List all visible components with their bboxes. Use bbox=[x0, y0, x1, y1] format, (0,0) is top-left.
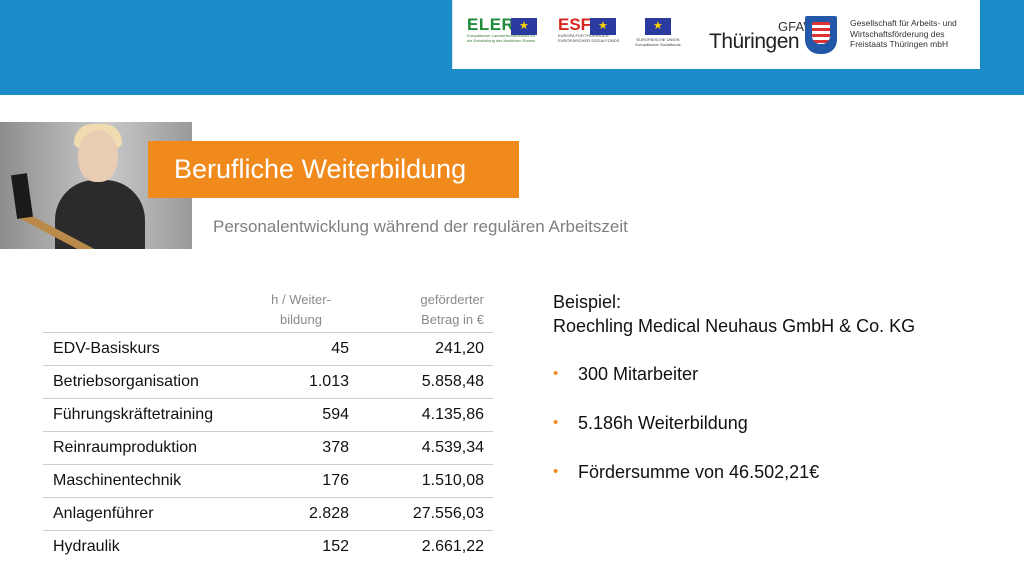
cell-hours: 1.013 bbox=[308, 373, 349, 390]
example-company: Roechling Medical Neuhaus GmbH & Co. KG bbox=[553, 316, 916, 336]
eu-flag-icon bbox=[590, 18, 616, 35]
esf-logo: ESF EUROPA FÜR THÜRINGEN · EUROPÄISCHER … bbox=[558, 16, 640, 43]
bullet-text: 5.186h Weiterbildung bbox=[578, 413, 748, 433]
eu-logo: EUROPÄISCHE UNION Europäischer Sozialfon… bbox=[628, 16, 688, 47]
cell-amount: 2.661,22 bbox=[421, 538, 484, 555]
cell-course: Maschinentechnik bbox=[53, 472, 182, 489]
table-header: h / Weiter- bildung geförderter Betrag i… bbox=[43, 290, 493, 332]
example-panel: Beispiel: Roechling Medical Neuhaus GmbH… bbox=[553, 290, 1003, 484]
cell-course: Hydraulik bbox=[53, 538, 120, 555]
gfaw-description-line: Freistaats Thüringen mbH bbox=[850, 39, 949, 49]
cell-hours: 594 bbox=[322, 406, 349, 423]
example-label: Beispiel: bbox=[553, 292, 622, 312]
table-row: Reinraumproduktion 378 4.539,34 bbox=[43, 431, 493, 464]
table-row: Maschinentechnik 176 1.510,08 bbox=[43, 464, 493, 497]
cell-course: Reinraumproduktion bbox=[53, 439, 198, 456]
bullet-dot-icon: • bbox=[553, 414, 559, 431]
cell-hours: 2.828 bbox=[308, 505, 349, 522]
cell-hours: 378 bbox=[322, 439, 349, 456]
cell-hours: 152 bbox=[322, 538, 349, 555]
cell-course: Betriebsorganisation bbox=[53, 373, 199, 390]
esf-logo-text: ESF bbox=[558, 15, 592, 34]
thueringen-logo-text: Thüringen bbox=[709, 30, 800, 53]
cell-amount: 27.556,03 bbox=[412, 505, 484, 522]
bullet-item: • 5.186h Weiterbildung bbox=[553, 411, 1003, 435]
gfaw-description-line: Gesellschaft für Arbeits- und bbox=[850, 18, 957, 28]
cell-amount: 4.135,86 bbox=[421, 406, 484, 423]
eler-logo-subtext: Europäischer Landwirtschaftsfonds für di… bbox=[467, 33, 536, 43]
cell-amount: 1.510,08 bbox=[421, 472, 484, 489]
column-header-amount: geförderter Betrag in € bbox=[378, 290, 484, 330]
cell-course: Anlagenführer bbox=[53, 505, 154, 522]
table-row: Hydraulik 152 2.661,22 bbox=[43, 530, 493, 563]
title-banner: Berufliche Weiterbildung bbox=[148, 141, 519, 198]
table-row: Führungskräftetraining 594 4.135,86 bbox=[43, 398, 493, 431]
cell-course: EDV-Basiskurs bbox=[53, 340, 160, 357]
cell-hours: 45 bbox=[331, 340, 349, 357]
eler-logo: ELER Europäischer Landwirtschaftsfonds f… bbox=[467, 16, 541, 43]
page-title: Berufliche Weiterbildung bbox=[174, 154, 467, 184]
esf-logo-subtext: EUROPA FÜR THÜRINGEN · EUROPÄISCHER SOZI… bbox=[558, 33, 620, 43]
gfaw-description: Gesellschaft für Arbeits- und Wirtschaft… bbox=[850, 18, 957, 50]
bullet-dot-icon: • bbox=[553, 365, 559, 382]
bullet-item: • 300 Mitarbeiter bbox=[553, 362, 1003, 386]
column-header-line: bildung bbox=[280, 312, 322, 327]
bullet-text: Fördersumme von 46.502,21€ bbox=[578, 462, 820, 482]
photo-head bbox=[78, 130, 118, 182]
table-row: Anlagenführer 2.828 27.556,03 bbox=[43, 497, 493, 530]
cell-course: Führungskräftetraining bbox=[53, 406, 214, 423]
cell-amount: 241,20 bbox=[435, 340, 484, 357]
sponsor-logo-strip: ELER Europäischer Landwirtschaftsfonds f… bbox=[452, 0, 980, 69]
table-row: Betriebsorganisation 1.013 5.858,48 bbox=[43, 365, 493, 398]
thuringia-crest-icon bbox=[805, 16, 837, 54]
bullet-dot-icon: • bbox=[553, 463, 559, 480]
header-bar: ELER Europäischer Landwirtschaftsfonds f… bbox=[0, 0, 1024, 95]
table-row: EDV-Basiskurs 45 241,20 bbox=[43, 332, 493, 365]
eler-logo-text: ELER bbox=[467, 15, 515, 34]
cell-hours: 176 bbox=[322, 472, 349, 489]
bullet-text: 300 Mitarbeiter bbox=[578, 364, 699, 384]
cell-amount: 4.539,34 bbox=[421, 439, 484, 456]
cell-amount: 5.858,48 bbox=[421, 373, 484, 390]
column-header-hours: h / Weiter- bildung bbox=[253, 290, 349, 330]
column-header-line: h / Weiter- bbox=[271, 292, 331, 307]
eu-flag-icon bbox=[645, 18, 671, 35]
eu-flag-icon bbox=[511, 18, 537, 35]
page-subtitle: Personalentwicklung während der reguläre… bbox=[213, 217, 628, 236]
column-header-line: Betrag in € bbox=[421, 312, 484, 327]
bullet-item: • Fördersumme von 46.502,21€ bbox=[553, 460, 1003, 484]
training-table: h / Weiter- bildung geförderter Betrag i… bbox=[43, 290, 493, 563]
sledgehammer-icon bbox=[11, 173, 33, 219]
column-header-line: geförderter bbox=[420, 292, 484, 307]
gfaw-description-line: Wirtschaftsförderung des bbox=[850, 28, 945, 39]
eu-logo-subtext: EUROPÄISCHE UNION Europäischer Sozialfon… bbox=[635, 37, 681, 47]
